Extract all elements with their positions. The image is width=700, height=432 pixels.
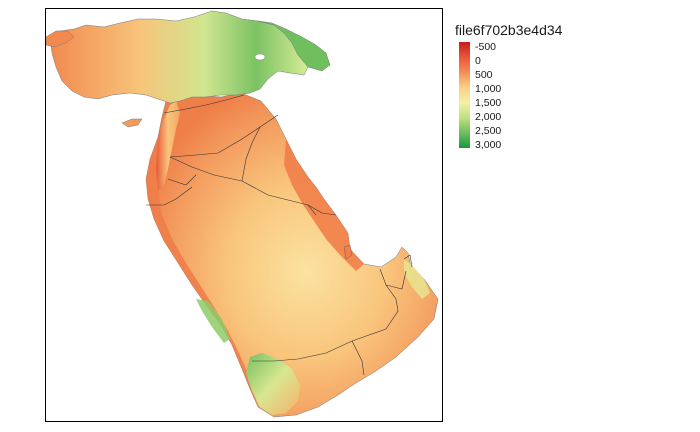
legend-tick-label: 2,000: [475, 111, 502, 123]
legend-tick-label: 0: [475, 55, 481, 67]
elevation-map: [46, 10, 439, 418]
legend-tick-label: 500: [475, 69, 493, 81]
country-borders: [146, 94, 413, 376]
thrace-region: [46, 30, 75, 48]
legend-tick-label: 2,500: [475, 125, 502, 137]
gulf-lowland: [284, 139, 364, 271]
map-panel: [45, 8, 443, 422]
legend: file6f702b3e4d34 -500 0 500 1,000 1,500 …: [455, 22, 655, 152]
levant-region: [156, 101, 180, 191]
cyprus-island: [121, 118, 143, 128]
hejaz-highlands: [196, 299, 230, 343]
legend-body: -500 0 500 1,000 1,500 2,000 2,500 3,000: [455, 41, 655, 152]
legend-color-bar: [459, 42, 470, 148]
qatar-peninsula: [343, 244, 353, 260]
legend-tick-label: 1,000: [475, 83, 502, 95]
caucasus-region: [257, 20, 331, 72]
red-sea-coast: [146, 137, 258, 407]
legend-tick-label: 1,500: [475, 97, 502, 109]
yemen-highlands: [246, 353, 300, 415]
legend-tick-label: 3,000: [475, 139, 502, 151]
legend-title: file6f702b3e4d34: [455, 22, 563, 38]
oman-highlands: [404, 259, 430, 299]
legend-tick-label: -500: [475, 41, 497, 53]
anatolia-region: [49, 10, 309, 104]
arabian-peninsula: [145, 92, 439, 418]
lake-van: [254, 53, 266, 61]
